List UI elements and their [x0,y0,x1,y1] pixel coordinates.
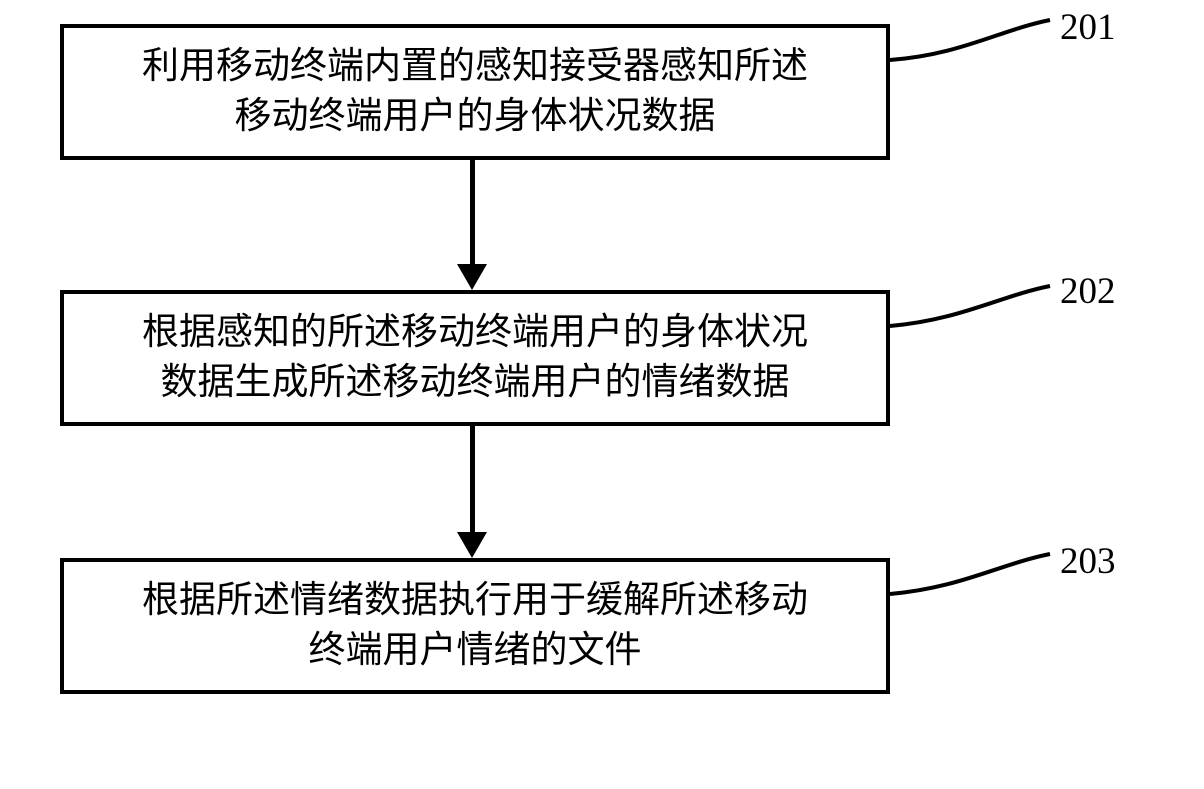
step-label-202: 202 [1060,270,1116,313]
step-label-201: 201 [1060,6,1116,49]
step-label-203: 203 [1060,540,1116,583]
flowchart-canvas: 利用移动终端内置的感知接受器感知所述 移动终端用户的身体状况数据 根据感知的所述… [0,0,1204,789]
callout-3 [0,0,1204,789]
